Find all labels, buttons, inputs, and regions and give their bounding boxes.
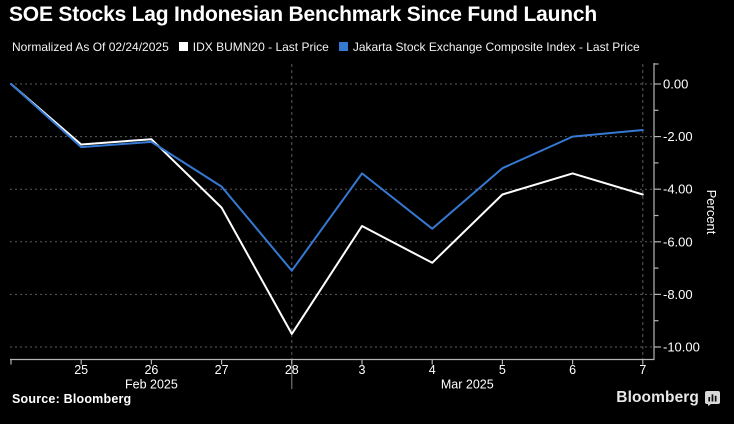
bloomberg-wordmark: Bloomberg <box>616 389 699 406</box>
vertical-guides <box>291 64 644 360</box>
series-line-jakarta-composite <box>10 83 644 272</box>
legend-label-jci: Jakarta Stock Exchange Composite Index -… <box>352 39 640 54</box>
legend-item-idx-bumn20: IDX BUMN20 - Last Price <box>178 39 329 54</box>
x-tick-labels: 25 26 27 28 3 4 5 6 7 <box>74 363 646 377</box>
svg-text:27: 27 <box>215 363 229 377</box>
svg-text:-6.00: -6.00 <box>663 234 693 249</box>
x-ticks <box>10 359 644 365</box>
y-gridlines <box>10 83 654 348</box>
axes <box>10 63 655 361</box>
svg-text:3: 3 <box>359 363 366 377</box>
source-credit: Source: Bloomberg <box>12 392 132 406</box>
svg-text:26: 26 <box>144 363 158 377</box>
y-ticks <box>654 63 661 348</box>
page-title: SOE Stocks Lag Indonesian Benchmark Sinc… <box>9 3 598 26</box>
series-line-idx-bumn20 <box>10 83 644 335</box>
svg-text:4: 4 <box>429 363 436 377</box>
legend-note: Normalized As Of 02/24/2025 <box>12 39 169 54</box>
month-labels: Feb 2025 Mar 2025 <box>125 378 494 392</box>
svg-text:7: 7 <box>639 363 646 377</box>
svg-text:-10.00: -10.00 <box>663 340 700 355</box>
bloomberg-brand: Bloomberg <box>616 389 720 407</box>
svg-text:0.00: 0.00 <box>663 77 688 92</box>
svg-text:5: 5 <box>499 363 506 377</box>
legend-swatch-blue <box>338 42 348 51</box>
svg-text:-2.00: -2.00 <box>663 129 693 144</box>
chart-legend: Normalized As Of 02/24/2025 IDX BUMN20 -… <box>12 39 640 54</box>
bloomberg-logo-icon <box>705 390 720 406</box>
svg-text:28: 28 <box>285 363 299 377</box>
line-chart: 0.00 -2.00 -4.00 -6.00 -8.00 -10.00 Percent 25 2… <box>0 56 734 396</box>
legend-swatch-white <box>178 42 188 51</box>
legend-item-jci: Jakarta Stock Exchange Composite Index -… <box>338 39 640 54</box>
svg-text:6: 6 <box>569 363 576 377</box>
svg-text:Mar 2025: Mar 2025 <box>441 378 494 392</box>
svg-text:-4.00: -4.00 <box>663 182 693 197</box>
svg-text:-8.00: -8.00 <box>663 287 693 302</box>
legend-label-idx-bumn20: IDX BUMN20 - Last Price <box>192 39 329 54</box>
svg-text:25: 25 <box>74 363 88 377</box>
y-axis-title: Percent <box>704 190 719 235</box>
svg-text:Feb 2025: Feb 2025 <box>125 378 178 392</box>
y-tick-labels: 0.00 -2.00 -4.00 -6.00 -8.00 -10.00 <box>663 77 700 355</box>
